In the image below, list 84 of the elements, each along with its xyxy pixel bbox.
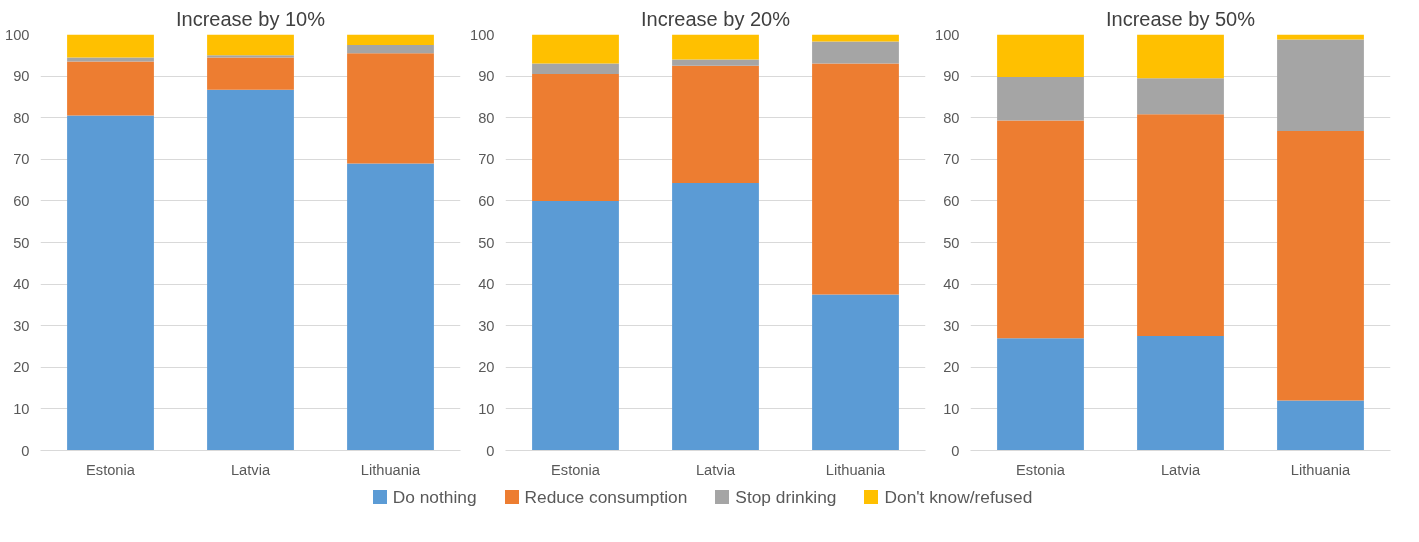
y-tick-label: 80 (478, 109, 495, 126)
bar (812, 41, 899, 64)
bar (1137, 78, 1224, 115)
bar (997, 120, 1084, 339)
y-tick-label: 80 (943, 109, 960, 126)
y-tick-label: 50 (943, 234, 960, 251)
y-tick-label: 20 (943, 359, 960, 376)
y-tick-label: 90 (478, 68, 495, 85)
bar (672, 59, 759, 66)
x-tick-label: Lithuania (825, 461, 887, 478)
bar (672, 183, 759, 451)
chart-title: Increase by 50% (1106, 7, 1256, 30)
y-tick-label: 30 (943, 317, 960, 334)
bar (67, 57, 154, 62)
x-tick-label: Latvia (1160, 461, 1201, 478)
x-tick-label: Estonia (1016, 461, 1066, 478)
bar (997, 34, 1084, 77)
bar (1137, 336, 1224, 451)
x-tick-label: Estonia (551, 461, 601, 478)
bar (1277, 131, 1364, 401)
bar (347, 53, 434, 164)
y-tick-label: 20 (478, 359, 495, 376)
y-tick-label: 60 (13, 192, 30, 209)
y-tick-label: 0 (486, 442, 495, 459)
bar (532, 63, 619, 75)
bar (1137, 34, 1224, 79)
legend-label: Do nothing (392, 486, 477, 509)
bar (1277, 400, 1364, 451)
y-tick-label: 40 (13, 276, 30, 293)
bar (672, 65, 759, 184)
bar (347, 34, 434, 45)
y-tick-label: 50 (13, 234, 30, 251)
y-tick-label: 100 (470, 26, 495, 43)
x-tick-label: Lithuania (1290, 461, 1352, 478)
y-tick-label: 30 (13, 317, 30, 334)
y-tick-label: 10 (478, 400, 495, 417)
y-tick-label: 60 (943, 192, 960, 209)
y-tick-label: 0 (951, 442, 960, 459)
y-tick-label: 90 (943, 68, 960, 85)
bar (67, 61, 154, 116)
x-tick-label: Lithuania (360, 461, 422, 478)
bar (207, 57, 294, 90)
bar (532, 200, 619, 451)
y-tick-label: 40 (478, 276, 495, 293)
bar (67, 34, 154, 58)
bar (812, 63, 899, 295)
y-tick-label: 30 (478, 317, 495, 334)
bar (67, 115, 154, 451)
x-tick-label: Latvia (230, 461, 271, 478)
bar (1277, 39, 1364, 132)
legend-label: Reduce consumption (524, 486, 688, 509)
bar (997, 76, 1084, 121)
y-tick-label: 100 (935, 26, 960, 43)
bar (812, 294, 899, 451)
bar (207, 34, 294, 56)
bar (207, 89, 294, 451)
y-tick-label: 0 (21, 442, 30, 459)
chart-title: Increase by 20% (641, 7, 791, 30)
chart-title: Increase by 10% (176, 7, 326, 30)
bar (347, 44, 434, 54)
bar (347, 163, 434, 451)
y-tick-label: 50 (478, 234, 495, 251)
x-tick-label: Estonia (86, 461, 136, 478)
y-tick-label: 20 (13, 359, 30, 376)
bar (532, 74, 619, 201)
y-tick-label: 90 (13, 68, 30, 85)
y-tick-label: 70 (943, 151, 960, 168)
bar (532, 34, 619, 64)
y-tick-label: 10 (943, 400, 960, 417)
bar (1137, 114, 1224, 337)
bar (812, 34, 899, 42)
y-tick-label: 100 (5, 26, 30, 43)
legend-label: Don't know/refused (884, 486, 1033, 509)
bar (672, 34, 759, 60)
legend-label: Stop drinking (735, 486, 837, 509)
y-tick-label: 70 (478, 151, 495, 168)
y-tick-label: 70 (13, 151, 30, 168)
bar (997, 338, 1084, 451)
y-tick-label: 10 (13, 400, 30, 417)
y-tick-label: 40 (943, 276, 960, 293)
bar (207, 55, 294, 58)
y-tick-label: 80 (13, 109, 30, 126)
x-tick-label: Latvia (695, 461, 736, 478)
y-tick-label: 60 (478, 192, 495, 209)
